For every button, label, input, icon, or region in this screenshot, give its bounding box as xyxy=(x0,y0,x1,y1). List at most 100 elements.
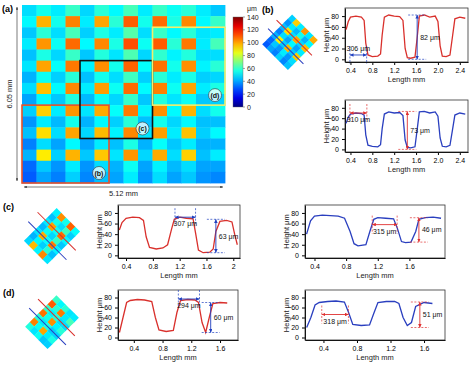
tick-label: 0 xyxy=(108,334,112,341)
heatmap-cell xyxy=(37,16,52,28)
tick-mark xyxy=(134,340,135,343)
heatmap-cell xyxy=(138,105,153,117)
heatmap-cell xyxy=(37,38,52,50)
tick-label: 0.8 xyxy=(368,157,378,164)
tick-mark xyxy=(378,258,379,261)
tick: 60 xyxy=(104,304,118,311)
heatmap-cell xyxy=(124,5,139,17)
tick: 2.0 xyxy=(434,62,444,74)
annotation-arrow xyxy=(322,314,349,315)
heatmap-cell xyxy=(80,50,95,62)
heatmap-cell xyxy=(80,139,95,151)
tick-label: 0.4 xyxy=(122,263,132,270)
tick: 1.6 xyxy=(202,258,212,270)
tick: 1.2 xyxy=(187,340,197,352)
heatmap-cell xyxy=(22,127,37,139)
tick-label: 80 xyxy=(331,105,339,112)
tick-mark xyxy=(438,152,439,155)
heatmap-cell xyxy=(66,83,81,95)
heatmap-cell xyxy=(51,16,66,28)
tick-mark xyxy=(153,258,154,261)
heatmap-cell xyxy=(182,5,197,17)
heatmap-cell xyxy=(109,105,124,117)
annotation-label: 63 μm xyxy=(219,233,239,241)
tick: 2.4 xyxy=(455,152,465,164)
heatmap-cell xyxy=(51,61,66,73)
heatmap-cell xyxy=(109,150,124,162)
y-axis-title: Height μm xyxy=(282,214,291,248)
tick-label: 20 xyxy=(331,45,339,52)
dimension-line xyxy=(17,7,18,181)
tick-mark xyxy=(302,298,305,299)
tick-label: 1.6 xyxy=(412,67,422,74)
region-box xyxy=(153,27,226,105)
axis: 020406080 xyxy=(291,291,305,342)
profile-chart: 0.40.81.21.62.02.4020406080Length mmHeig… xyxy=(322,8,469,84)
tick-mark xyxy=(115,318,118,319)
heatmap-cell xyxy=(167,27,182,39)
heatmap xyxy=(22,5,225,183)
heatmap-cell xyxy=(167,16,182,28)
tick: 80 xyxy=(291,294,305,301)
region-label-badge xyxy=(136,122,149,135)
thumbnail-cell xyxy=(43,340,52,349)
heatmap-cell xyxy=(211,150,226,162)
tick-mark xyxy=(342,59,345,60)
tick: 1.2 xyxy=(390,152,400,164)
axis: 0.40.81.21.62.02.4 xyxy=(346,62,469,74)
tick-mark xyxy=(394,152,395,155)
tick: 40 xyxy=(291,314,305,321)
tick-mark xyxy=(342,108,345,109)
heatmap-cell xyxy=(211,105,226,117)
tick-label: 0 xyxy=(295,252,299,259)
annotation-arrow xyxy=(372,224,397,225)
tick: 60 xyxy=(331,115,345,122)
tick: 1.2 xyxy=(386,340,396,352)
tick-mark xyxy=(302,245,305,246)
tick: 0.8 xyxy=(368,152,378,164)
heatmap-cell xyxy=(196,127,211,139)
heatmap-cell xyxy=(51,50,66,62)
tick-mark xyxy=(342,27,345,28)
heatmap-cell xyxy=(80,72,95,84)
annotation-arrow xyxy=(175,217,196,218)
heatmap-cell xyxy=(37,5,52,17)
axis: 0.40.81.21.6 xyxy=(119,340,239,352)
region-label: (b) xyxy=(95,170,104,178)
tick-label: 60 xyxy=(331,115,339,122)
plot-area xyxy=(307,215,441,246)
annotation-label: 306 μm xyxy=(347,45,371,53)
colorbar-tick-label: 120 xyxy=(247,26,259,33)
tick-label: 20 xyxy=(104,324,112,331)
heatmap-cell xyxy=(95,61,110,73)
heatmap-cell xyxy=(51,5,66,17)
heatmap-cell xyxy=(138,50,153,62)
tick-label: 0.4 xyxy=(319,345,329,352)
heatmap-cell xyxy=(66,16,81,28)
profile-path-line xyxy=(268,29,303,64)
tick-mark xyxy=(115,328,118,329)
tick-label: 1.2 xyxy=(175,263,185,270)
heatmap-cell xyxy=(196,150,211,162)
heatmap-cell xyxy=(167,50,182,62)
x-axis-title: Length mm xyxy=(356,353,394,362)
plot-area xyxy=(119,300,227,333)
tick-label: 1.6 xyxy=(412,157,422,164)
x-axis-title: Length mm xyxy=(160,271,198,280)
tick-label: 0.8 xyxy=(158,345,168,352)
y-axis-title: Height μm xyxy=(322,109,331,143)
tick-label: 0 xyxy=(108,252,112,259)
heatmap-cell xyxy=(22,38,37,50)
heatmap-cell xyxy=(167,5,182,17)
plot-frame xyxy=(305,205,445,258)
tick-label: 60 xyxy=(291,304,299,311)
region-label-badge xyxy=(93,167,106,180)
tick-mark xyxy=(115,298,118,299)
heatmap-cell xyxy=(95,38,110,50)
tick-mark xyxy=(115,338,118,339)
thumbnail xyxy=(257,9,322,74)
tick: 0 xyxy=(295,252,305,259)
tick-mark xyxy=(323,340,324,343)
tick: 0.8 xyxy=(353,340,363,352)
heatmap-cell xyxy=(153,94,168,106)
